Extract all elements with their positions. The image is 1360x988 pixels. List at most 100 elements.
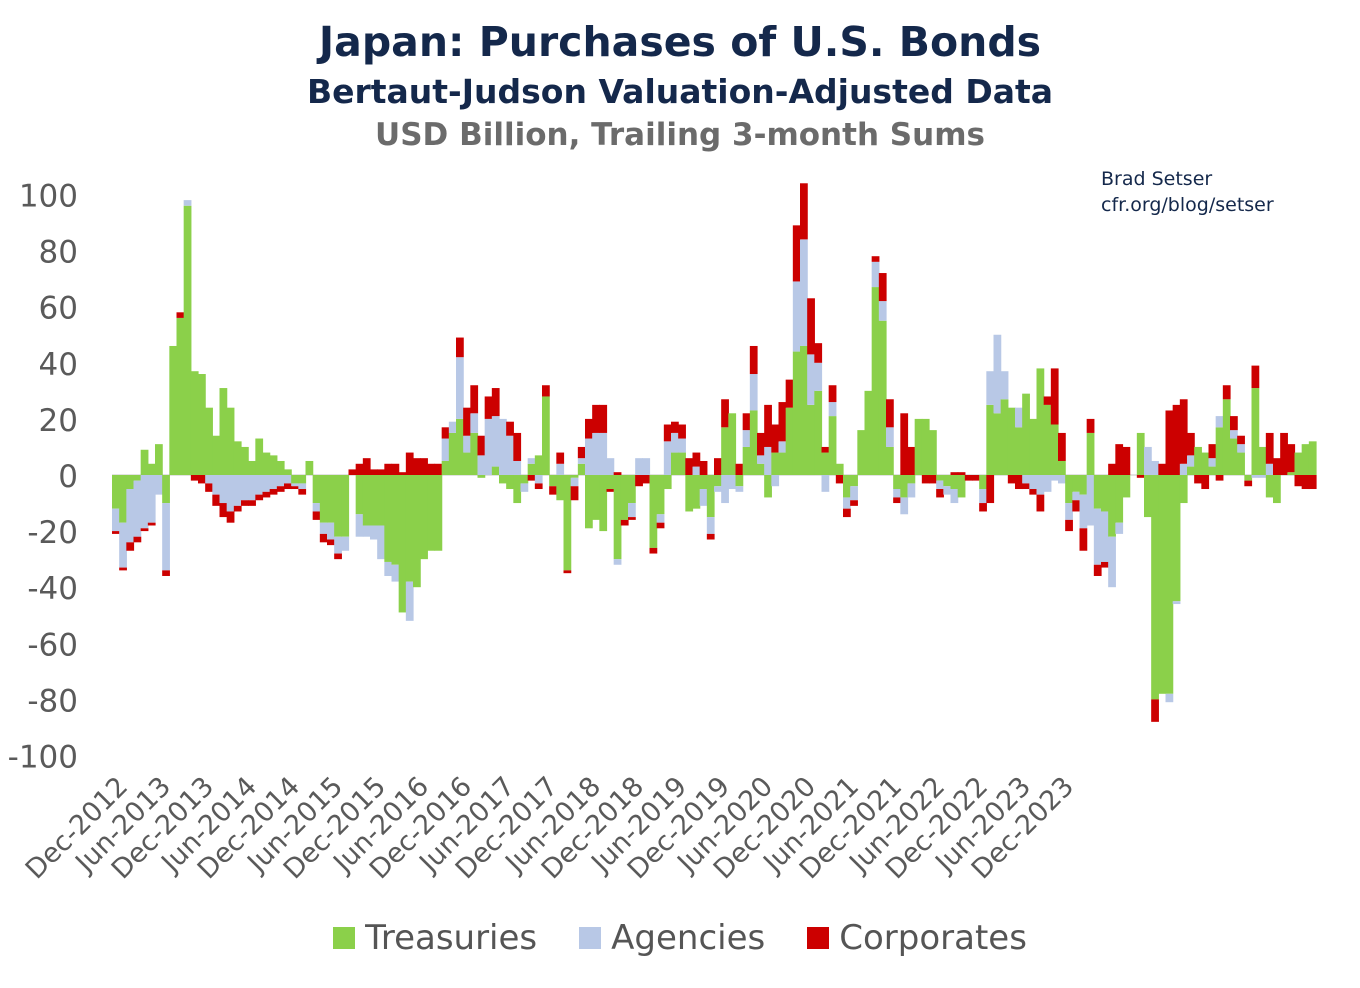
bar-segment-treasuries [370, 475, 378, 526]
bar-segment-treasuries [986, 404, 995, 476]
bar-segment-agencies [1215, 416, 1224, 428]
y-tick-label: -40 [27, 571, 78, 607]
bar-segment-treasuries [176, 317, 185, 475]
bar-segment-corporates [176, 312, 185, 318]
bar-segment-agencies [943, 486, 952, 495]
bar-segment-agencies [613, 559, 622, 565]
bar-segment-corporates [434, 463, 443, 475]
bar-segment-treasuries [900, 475, 909, 498]
bar-segment-corporates [556, 452, 565, 464]
bar-segment-corporates [986, 475, 995, 504]
bar-segment-corporates [198, 475, 206, 484]
bar-segment-treasuries [1194, 446, 1202, 475]
bar-segment-corporates [542, 385, 550, 397]
bar-segment-corporates [764, 404, 772, 447]
bar-segment-corporates [1151, 699, 1159, 722]
bar-segment-agencies [1165, 693, 1174, 703]
bar-segment-agencies [1036, 475, 1045, 495]
bar-segment-treasuries [1208, 466, 1217, 475]
bar-segment-treasuries [241, 446, 249, 475]
bar-segment-agencies [907, 483, 916, 498]
bar-segment-corporates [355, 463, 364, 475]
bar-segment-agencies [219, 475, 228, 504]
bar-segment-corporates [441, 427, 450, 439]
bar-segment-treasuries [1265, 475, 1274, 498]
bar-segment-treasuries [233, 441, 242, 475]
bar-segment-treasuries [456, 418, 464, 475]
legend-swatch-corporates [807, 927, 830, 949]
bar-segment-agencies [233, 475, 242, 506]
bar-segment-corporates [964, 475, 973, 481]
bar-segment-treasuries [248, 460, 256, 476]
bar-segment-treasuries [800, 345, 808, 475]
bar-segment-agencies [886, 427, 894, 447]
bar-segment-corporates [807, 298, 815, 355]
bar-segment-corporates [585, 418, 593, 439]
bar-segment-treasuries [671, 452, 679, 475]
bar-segment-corporates [893, 497, 901, 504]
bar-segment-treasuries [663, 475, 672, 490]
bar-segment-treasuries [843, 475, 851, 498]
bar-segment-agencies [828, 402, 837, 417]
bar-segment-corporates [635, 475, 643, 487]
bar-segment-corporates [957, 472, 966, 475]
bar-segment-treasuries [735, 475, 744, 487]
bar-segment-corporates [1172, 404, 1181, 476]
bar-segment-agencies [448, 421, 457, 433]
bar-segment-corporates [1201, 475, 1210, 490]
bar-segment-agencies [456, 357, 464, 419]
bar-segment-corporates [112, 531, 120, 534]
bar-segment-treasuries [936, 475, 944, 481]
bar-segment-treasuries [470, 432, 479, 476]
bar-segment-treasuries [420, 475, 428, 560]
bar-segment-treasuries [592, 475, 600, 520]
bar-segment-corporates [742, 413, 751, 431]
bar-segment-corporates [850, 500, 858, 506]
bar-segment-agencies [599, 432, 608, 476]
legend-item-treasuries: Treasuries [333, 918, 537, 958]
bar-segment-agencies [635, 458, 643, 475]
bar-segment-agencies [341, 536, 350, 551]
bar-segment-treasuries [613, 475, 622, 560]
bar-segment-treasuries [140, 449, 149, 475]
bar-segment-corporates [370, 469, 378, 475]
bar-segment-agencies [499, 418, 507, 475]
bar-segment-corporates [692, 452, 701, 467]
bar-segment-agencies [520, 483, 529, 492]
bar-segment-corporates [606, 489, 615, 492]
bar-segment-agencies [1101, 511, 1109, 562]
bar-segment-agencies [162, 503, 170, 571]
bar-segment-treasuries [284, 469, 292, 475]
credit: Brad Setser cfr.org/blog/setser [1101, 166, 1274, 218]
bar-segment-treasuries [499, 475, 507, 484]
bar-segment-corporates [327, 539, 335, 546]
bar-segment-treasuries [398, 475, 407, 613]
bar-segment-corporates [420, 458, 428, 475]
bars-layer [112, 183, 1317, 722]
bar-segment-agencies [477, 455, 486, 476]
bar-segment-corporates [233, 505, 242, 512]
bar-segment-agencies [678, 438, 686, 453]
bar-segment-corporates [843, 508, 851, 518]
bar-segment-corporates [513, 432, 522, 461]
bar-segment-agencies [706, 517, 715, 534]
bar-segment-corporates [384, 463, 393, 475]
bar-segment-corporates [269, 489, 278, 495]
bar-segment-agencies [355, 514, 364, 537]
bar-segment-corporates [1294, 475, 1303, 487]
bar-segment-corporates [248, 500, 256, 506]
bar-segment-agencies [692, 466, 701, 475]
bar-segment-treasuries [1273, 475, 1281, 504]
bar-segment-treasuries [162, 475, 170, 504]
bar-segment-treasuries [886, 446, 894, 475]
bar-segment-agencies [205, 475, 213, 484]
bar-segment-corporates [1179, 399, 1188, 464]
bar-segment-agencies [212, 475, 221, 495]
bar-segment-corporates [377, 469, 385, 475]
bar-segment-agencies [384, 561, 393, 576]
bar-segment-corporates [140, 528, 149, 532]
bar-segment-agencies [979, 489, 987, 504]
bar-segment-corporates [527, 475, 536, 481]
bar-segment-agencies [878, 301, 887, 321]
